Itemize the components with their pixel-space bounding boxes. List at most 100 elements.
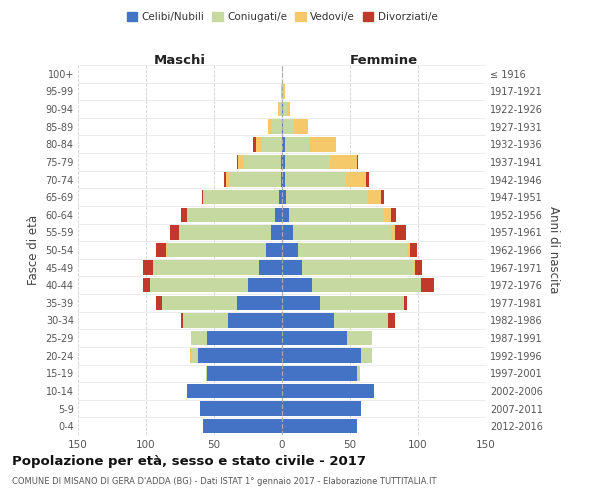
Bar	[170, 225, 179, 240]
Bar	[200, 402, 282, 416]
Bar	[207, 331, 282, 345]
Bar	[282, 314, 334, 328]
Bar	[282, 384, 374, 398]
Bar	[155, 296, 163, 310]
Bar	[275, 208, 282, 222]
Bar	[268, 120, 272, 134]
Bar	[282, 172, 285, 186]
Bar	[155, 243, 166, 257]
Bar	[187, 384, 282, 398]
Bar	[282, 208, 289, 222]
Bar	[192, 348, 197, 363]
Bar	[410, 243, 416, 257]
Bar	[282, 296, 320, 310]
Bar	[266, 243, 282, 257]
Bar	[237, 296, 282, 310]
Bar	[202, 190, 203, 204]
Bar	[347, 331, 372, 345]
Bar	[281, 154, 282, 169]
Bar	[262, 137, 282, 152]
Text: Femmine: Femmine	[350, 54, 418, 67]
Bar	[395, 225, 406, 240]
Bar	[283, 120, 294, 134]
Bar	[166, 243, 168, 257]
Bar	[205, 190, 279, 204]
Bar	[287, 102, 290, 117]
Legend: Celibi/Nubili, Coniugati/e, Vedovi/e, Divorziati/e: Celibi/Nubili, Coniugati/e, Vedovi/e, Di…	[122, 8, 442, 26]
Bar	[190, 348, 192, 363]
Bar	[357, 154, 358, 169]
Bar	[334, 314, 388, 328]
Bar	[286, 190, 368, 204]
Bar	[346, 172, 367, 186]
Bar	[143, 278, 150, 292]
Bar	[285, 137, 309, 152]
Bar	[206, 366, 207, 380]
Bar	[197, 348, 282, 363]
Bar	[368, 190, 381, 204]
Bar	[404, 296, 407, 310]
Bar	[272, 120, 282, 134]
Text: Popolazione per età, sesso e stato civile - 2017: Popolazione per età, sesso e stato civil…	[12, 455, 366, 468]
Bar	[294, 120, 308, 134]
Bar	[183, 314, 227, 328]
Bar	[181, 314, 183, 328]
Bar	[279, 102, 282, 117]
Bar	[282, 102, 283, 117]
Bar	[238, 154, 242, 169]
Text: COMUNE DI MISANO DI GERA D'ADDA (BG) - Dati ISTAT 1° gennaio 2017 - Elaborazione: COMUNE DI MISANO DI GERA D'ADDA (BG) - D…	[12, 478, 437, 486]
Bar	[298, 243, 407, 257]
Bar	[309, 137, 337, 152]
Bar	[282, 348, 361, 363]
Bar	[388, 314, 395, 328]
Bar	[282, 120, 283, 134]
Bar	[282, 84, 283, 98]
Bar	[282, 225, 293, 240]
Bar	[407, 243, 410, 257]
Bar	[282, 331, 347, 345]
Bar	[256, 137, 262, 152]
Bar	[312, 278, 421, 292]
Bar	[278, 102, 279, 117]
Bar	[224, 172, 226, 186]
Bar	[143, 260, 153, 275]
Bar	[281, 172, 282, 186]
Bar	[293, 225, 391, 240]
Bar	[207, 366, 282, 380]
Bar	[329, 154, 357, 169]
Bar	[203, 190, 205, 204]
Bar	[391, 225, 395, 240]
Bar	[384, 208, 391, 222]
Bar	[242, 154, 281, 169]
Bar	[237, 154, 238, 169]
Bar	[414, 260, 415, 275]
Bar	[282, 260, 302, 275]
Bar	[361, 348, 372, 363]
Bar	[153, 260, 259, 275]
Bar	[179, 225, 271, 240]
Bar	[181, 208, 187, 222]
Y-axis label: Anni di nascita: Anni di nascita	[547, 206, 560, 294]
Bar	[367, 172, 369, 186]
Bar	[302, 260, 414, 275]
Text: Maschi: Maschi	[154, 54, 206, 67]
Bar	[226, 172, 229, 186]
Bar	[279, 190, 282, 204]
Bar	[203, 419, 282, 434]
Bar	[163, 296, 237, 310]
Bar	[282, 190, 286, 204]
Bar	[271, 225, 282, 240]
Bar	[259, 260, 282, 275]
Bar	[282, 154, 285, 169]
Bar	[191, 331, 207, 345]
Bar	[381, 190, 384, 204]
Bar	[357, 366, 359, 380]
Bar	[168, 243, 266, 257]
Bar	[282, 419, 357, 434]
Bar	[282, 366, 357, 380]
Bar	[281, 84, 282, 98]
Bar	[283, 84, 285, 98]
Bar	[282, 137, 285, 152]
Bar	[283, 102, 287, 117]
Bar	[282, 243, 298, 257]
